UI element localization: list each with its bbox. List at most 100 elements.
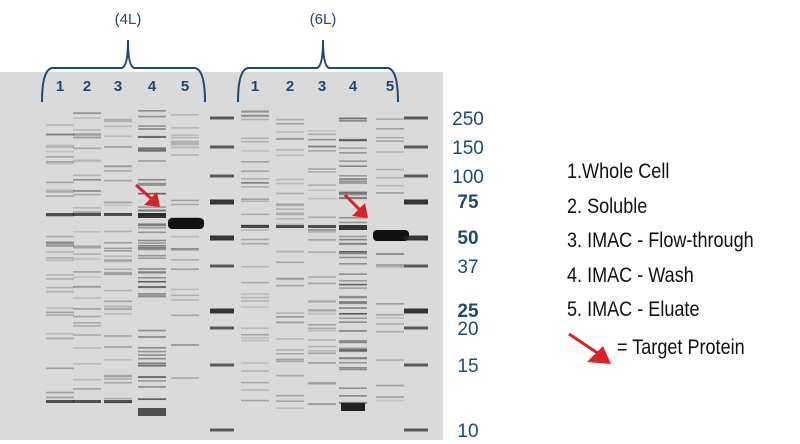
protein-band bbox=[46, 181, 74, 184]
ladder-band bbox=[404, 428, 428, 432]
protein-band bbox=[339, 287, 367, 289]
protein-band bbox=[339, 147, 367, 149]
protein-band bbox=[241, 224, 269, 226]
protein-band bbox=[171, 248, 199, 250]
protein-band bbox=[339, 139, 367, 142]
protein-band bbox=[376, 317, 404, 319]
protein-band bbox=[171, 154, 199, 156]
protein-band bbox=[104, 165, 132, 167]
lane-brackets bbox=[41, 39, 399, 103]
protein-band bbox=[46, 307, 74, 309]
protein-band bbox=[73, 388, 101, 390]
protein-band bbox=[276, 211, 304, 214]
protein-band bbox=[104, 260, 132, 263]
protein-band bbox=[308, 171, 336, 173]
legend-item: 2. Soluble bbox=[567, 194, 648, 218]
protein-band bbox=[46, 156, 74, 158]
protein-band bbox=[241, 161, 269, 163]
ladder-band bbox=[404, 116, 428, 120]
protein-band bbox=[138, 182, 166, 185]
mw-marker-label: 37 bbox=[457, 257, 478, 278]
lane-number: 3 bbox=[114, 78, 122, 95]
protein-band bbox=[171, 127, 199, 129]
protein-band bbox=[46, 133, 74, 136]
protein-band bbox=[46, 251, 74, 253]
ladder-band bbox=[210, 326, 234, 330]
protein-band bbox=[73, 117, 101, 119]
lane-legend: 1.Whole Cell 2. Soluble 3. IMAC - Flow-t… bbox=[567, 155, 754, 328]
protein-band bbox=[241, 182, 269, 184]
mw-marker-label: 250 bbox=[452, 109, 484, 130]
protein-band bbox=[138, 239, 166, 242]
protein-band bbox=[308, 229, 336, 232]
protein-band bbox=[46, 241, 74, 244]
protein-band bbox=[138, 223, 166, 225]
protein-band bbox=[46, 124, 74, 126]
protein-band bbox=[339, 242, 367, 245]
protein-band bbox=[308, 133, 336, 136]
protein-band bbox=[339, 180, 367, 182]
protein-band bbox=[376, 151, 404, 153]
lane-number: 3 bbox=[318, 78, 326, 95]
protein-band bbox=[73, 133, 101, 135]
protein-band bbox=[171, 114, 199, 116]
protein-band bbox=[73, 322, 101, 324]
protein-band bbox=[339, 193, 367, 196]
protein-band bbox=[73, 160, 101, 163]
protein-band bbox=[73, 190, 101, 192]
protein-band bbox=[241, 333, 269, 336]
protein-band bbox=[308, 189, 336, 192]
protein-band bbox=[138, 365, 166, 367]
protein-band bbox=[73, 159, 101, 161]
protein-band bbox=[339, 368, 367, 371]
protein-band bbox=[276, 208, 304, 210]
protein-band bbox=[73, 174, 101, 177]
lane-number: 1 bbox=[251, 78, 259, 95]
protein-band bbox=[104, 118, 132, 121]
protein-band bbox=[339, 366, 367, 369]
protein-band bbox=[138, 231, 166, 234]
protein-band bbox=[138, 148, 166, 150]
protein-band bbox=[339, 262, 367, 265]
protein-band bbox=[104, 179, 132, 182]
protein-band bbox=[241, 296, 269, 299]
protein-band bbox=[138, 149, 166, 152]
protein-band bbox=[276, 277, 304, 280]
protein-band bbox=[308, 310, 336, 313]
protein-band bbox=[339, 348, 367, 351]
protein-band bbox=[171, 134, 199, 137]
protein-band bbox=[171, 143, 199, 146]
protein-band bbox=[46, 311, 74, 314]
protein-band bbox=[73, 253, 101, 256]
protein-band bbox=[73, 362, 101, 365]
protein-band bbox=[138, 271, 166, 273]
protein-band bbox=[46, 146, 74, 148]
protein-band bbox=[73, 286, 101, 288]
protein-band bbox=[171, 344, 199, 346]
protein-band bbox=[104, 375, 132, 378]
protein-band bbox=[73, 315, 101, 318]
protein-band bbox=[46, 161, 74, 163]
protein-band bbox=[308, 382, 336, 385]
ladder-band bbox=[210, 235, 234, 241]
protein-band bbox=[339, 387, 367, 390]
protein-band bbox=[308, 352, 336, 355]
protein-band bbox=[46, 274, 74, 276]
protein-band bbox=[138, 362, 166, 365]
protein-band bbox=[276, 138, 304, 141]
protein-band bbox=[46, 396, 74, 399]
protein-band bbox=[339, 243, 367, 246]
protein-band bbox=[308, 138, 336, 141]
protein-band bbox=[46, 311, 74, 314]
ladder-band bbox=[404, 363, 428, 367]
red-arrow-icon bbox=[568, 332, 611, 364]
gel-background bbox=[0, 72, 443, 440]
protein-band bbox=[138, 272, 166, 274]
ladder-band bbox=[210, 174, 234, 178]
protein-band bbox=[339, 221, 367, 224]
protein-band bbox=[241, 281, 269, 284]
protein-band bbox=[46, 337, 74, 340]
protein-band bbox=[138, 136, 166, 139]
protein-band bbox=[104, 305, 132, 308]
ladder-band bbox=[404, 264, 428, 268]
